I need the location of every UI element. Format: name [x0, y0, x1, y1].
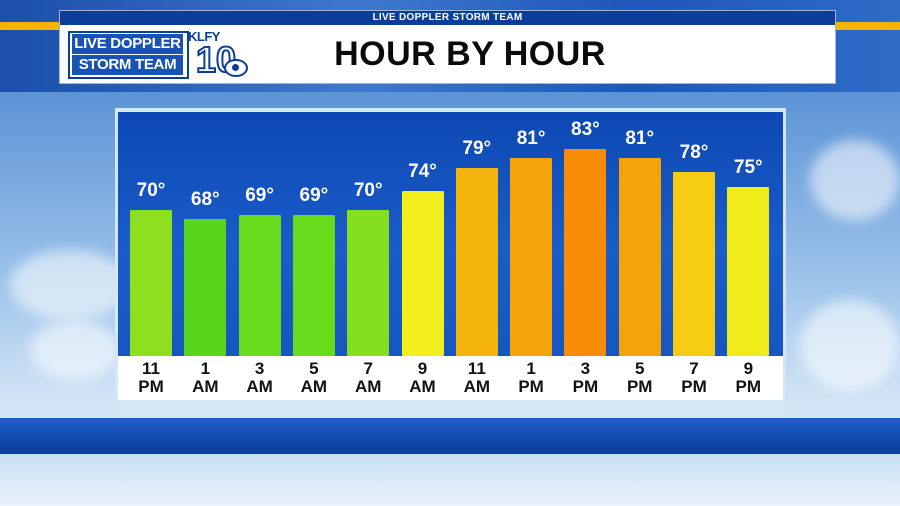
temperature-bar: [401, 191, 444, 356]
temperature-label: 69°: [299, 184, 329, 206]
time-tick-hour: 1: [200, 359, 211, 378]
temperature-bar: [618, 158, 661, 356]
temperature-bar: [455, 167, 498, 356]
time-tick-hour: 3: [254, 359, 265, 378]
time-tick-meridiem: PM: [626, 377, 653, 396]
temperature-label: 75°: [733, 156, 763, 178]
temperature-bar: [510, 158, 553, 356]
temperature-label: 70°: [353, 180, 383, 201]
temperature-bar: [130, 210, 172, 356]
header-strip-text: LIVE DOPPLER STORM TEAM: [60, 11, 835, 25]
time-tick-label: 1 AM: [180, 360, 230, 396]
accent-stripe: [0, 22, 60, 30]
bottom-light-band: [0, 454, 900, 506]
station-logo: KLFY 10: [188, 29, 248, 81]
time-tick-label: 9 AM: [398, 360, 448, 396]
page-title: HOUR BY HOUR: [334, 35, 606, 73]
time-tick-hour: 7: [689, 359, 699, 378]
temperature-bar: [564, 148, 607, 356]
temperature-label: 70°: [136, 180, 166, 201]
time-tick-hour: 9: [417, 359, 428, 378]
time-tick-label: 11 AM: [452, 360, 502, 396]
temperature-label: 81°: [516, 128, 546, 150]
time-tick-hour: 3: [580, 359, 591, 378]
chart-panel: [118, 112, 783, 358]
time-tick-meridiem: PM: [572, 377, 599, 396]
temperature-label: 74°: [408, 161, 437, 183]
cloud-decoration: [30, 320, 120, 380]
temperature-bar: [184, 219, 227, 356]
temperature-bar: [292, 214, 335, 356]
storm-team-logo: LIVE DOPPLER STORM TEAM: [68, 31, 189, 79]
time-tick-meridiem: AM: [463, 377, 491, 396]
time-tick-label: 7 PM: [669, 360, 719, 396]
title-bar: LIVE DOPPLER STORM TEAM LIVE DOPPLER STO…: [60, 11, 835, 83]
cloud-decoration: [10, 250, 130, 320]
temperature-label: 68°: [190, 189, 220, 211]
time-labels-strip: [118, 356, 783, 400]
temperature-bar: [673, 172, 715, 356]
time-tick-hour: 11: [142, 359, 160, 378]
time-tick-meridiem: PM: [681, 377, 707, 396]
time-tick-meridiem: AM: [300, 377, 328, 396]
logo-line-1: LIVE DOPPLER: [72, 34, 183, 54]
bottom-band: [0, 418, 900, 454]
temperature-bar: [238, 214, 281, 356]
time-tick-hour: 11: [467, 359, 486, 378]
time-tick-meridiem: AM: [192, 377, 219, 396]
time-tick-hour: 5: [309, 359, 319, 378]
time-tick-hour: 9: [743, 359, 754, 378]
time-tick-meridiem: PM: [518, 377, 544, 396]
accent-stripe: [835, 22, 900, 30]
time-tick-meridiem: AM: [354, 377, 382, 396]
time-tick-meridiem: PM: [735, 377, 762, 396]
time-tick-label: 3 PM: [560, 360, 610, 396]
temperature-label: 81°: [625, 128, 655, 150]
time-tick-label: 5 AM: [289, 360, 339, 396]
temperature-bar: [347, 210, 390, 356]
time-tick-meridiem: AM: [409, 377, 436, 396]
time-tick-hour: 7: [363, 359, 373, 378]
time-tick-meridiem: PM: [138, 377, 164, 396]
cloud-decoration: [800, 300, 900, 390]
station-call-sign: KLFY: [188, 29, 220, 44]
temperature-label: 83°: [571, 118, 600, 140]
time-tick-label: 5 PM: [615, 360, 665, 396]
time-tick-label: 3 AM: [235, 360, 285, 396]
temperature-bar: [727, 186, 770, 356]
logo-line-2: STORM TEAM: [72, 55, 183, 75]
time-tick-label: 1 PM: [506, 360, 556, 396]
time-tick-meridiem: AM: [246, 377, 273, 396]
network-eye-icon: [224, 59, 248, 77]
temperature-label: 78°: [679, 142, 709, 164]
time-tick-label: 9 PM: [723, 360, 773, 396]
temperature-label: 69°: [245, 184, 274, 206]
temperature-label: 79°: [462, 137, 492, 159]
cloud-decoration: [810, 140, 900, 220]
time-tick-hour: 1: [526, 359, 536, 378]
time-tick-label: 7 AM: [343, 360, 393, 396]
time-tick-label: 11 PM: [126, 360, 176, 396]
time-tick-hour: 5: [634, 359, 645, 378]
